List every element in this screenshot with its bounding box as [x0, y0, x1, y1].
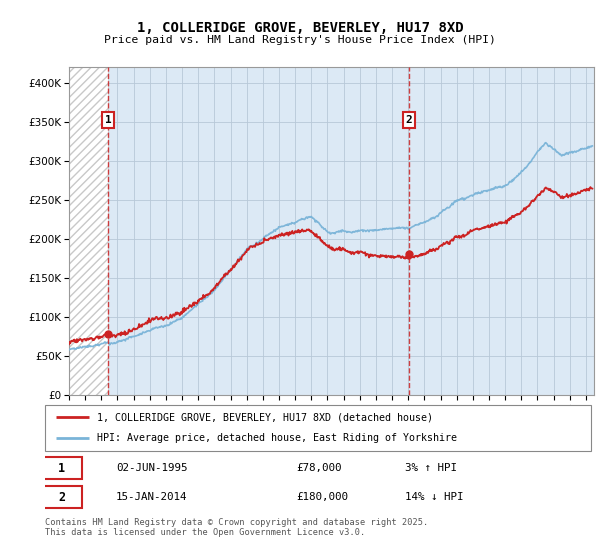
Text: 2: 2 — [406, 115, 412, 125]
Text: Price paid vs. HM Land Registry's House Price Index (HPI): Price paid vs. HM Land Registry's House … — [104, 35, 496, 45]
FancyBboxPatch shape — [42, 486, 82, 508]
FancyBboxPatch shape — [42, 457, 82, 479]
Text: 2: 2 — [58, 491, 65, 504]
Text: Contains HM Land Registry data © Crown copyright and database right 2025.
This d: Contains HM Land Registry data © Crown c… — [45, 518, 428, 538]
FancyBboxPatch shape — [45, 405, 591, 451]
Text: 1: 1 — [58, 461, 65, 475]
Text: 02-JUN-1995: 02-JUN-1995 — [116, 463, 187, 473]
Text: £78,000: £78,000 — [296, 463, 341, 473]
Text: 1, COLLERIDGE GROVE, BEVERLEY, HU17 8XD (detached house): 1, COLLERIDGE GROVE, BEVERLEY, HU17 8XD … — [97, 412, 433, 422]
Bar — [69, 67, 108, 395]
Bar — [69, 67, 108, 395]
Text: 1, COLLERIDGE GROVE, BEVERLEY, HU17 8XD: 1, COLLERIDGE GROVE, BEVERLEY, HU17 8XD — [137, 21, 463, 35]
Text: HPI: Average price, detached house, East Riding of Yorkshire: HPI: Average price, detached house, East… — [97, 433, 457, 444]
Text: 15-JAN-2014: 15-JAN-2014 — [116, 492, 187, 502]
Text: 1: 1 — [105, 115, 112, 125]
Text: 14% ↓ HPI: 14% ↓ HPI — [406, 492, 464, 502]
Text: £180,000: £180,000 — [296, 492, 348, 502]
Text: 3% ↑ HPI: 3% ↑ HPI — [406, 463, 457, 473]
